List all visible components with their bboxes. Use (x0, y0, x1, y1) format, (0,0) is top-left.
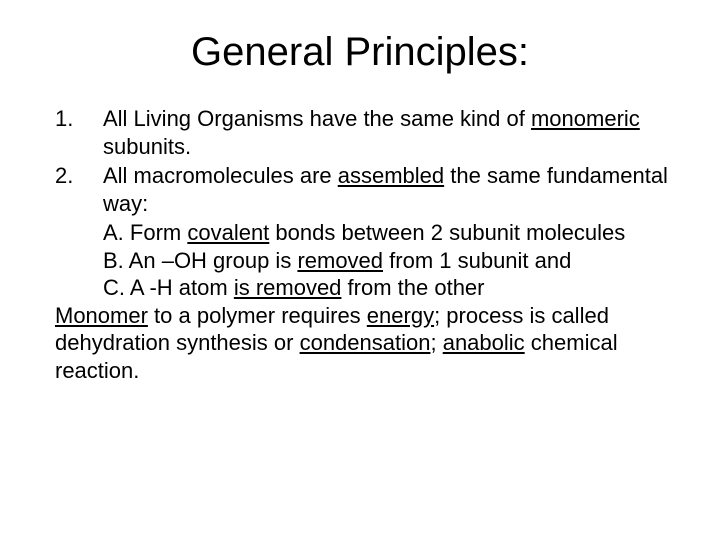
underline-text: Monomer (55, 303, 148, 328)
text: ; (430, 330, 442, 355)
slide: General Principles: 1. All Living Organi… (0, 0, 720, 540)
underline-text: is removed (234, 275, 342, 300)
sub-item-a: A. Form covalent bonds between 2 subunit… (55, 219, 680, 247)
text: bonds between 2 subunit molecules (269, 220, 625, 245)
text: All Living Organisms have the same kind … (103, 106, 531, 131)
list-item-2: 2. All macromolecules are assembled the … (55, 162, 680, 217)
summary-text: Monomer to a polymer requires energy; pr… (55, 302, 680, 385)
list-item-1: 1. All Living Organisms have the same ki… (55, 105, 680, 160)
underline-text: condensation (300, 330, 431, 355)
item-number: 1. (55, 105, 103, 160)
text: to a polymer requires (148, 303, 367, 328)
text: from the other (341, 275, 484, 300)
text: C. A -H atom (103, 275, 234, 300)
item-text: All macromolecules are assembled the sam… (103, 162, 680, 217)
item-text: All Living Organisms have the same kind … (103, 105, 680, 160)
text: B. An –OH group is (103, 248, 297, 273)
sub-item-b: B. An –OH group is removed from 1 subuni… (55, 247, 680, 275)
text: from 1 subunit and (383, 248, 571, 273)
underline-text: anabolic (443, 330, 525, 355)
slide-title: General Principles: (0, 30, 720, 75)
underline-text: assembled (338, 163, 444, 188)
text: subunits. (103, 134, 191, 159)
underline-text: energy (367, 303, 434, 328)
sub-item-c: C. A -H atom is removed from the other (55, 274, 680, 302)
text: A. Form (103, 220, 187, 245)
underline-text: removed (297, 248, 383, 273)
text: All macromolecules are (103, 163, 338, 188)
underline-text: covalent (187, 220, 269, 245)
slide-body: 1. All Living Organisms have the same ki… (0, 105, 720, 384)
underline-text: monomeric (531, 106, 640, 131)
item-number: 2. (55, 162, 103, 217)
